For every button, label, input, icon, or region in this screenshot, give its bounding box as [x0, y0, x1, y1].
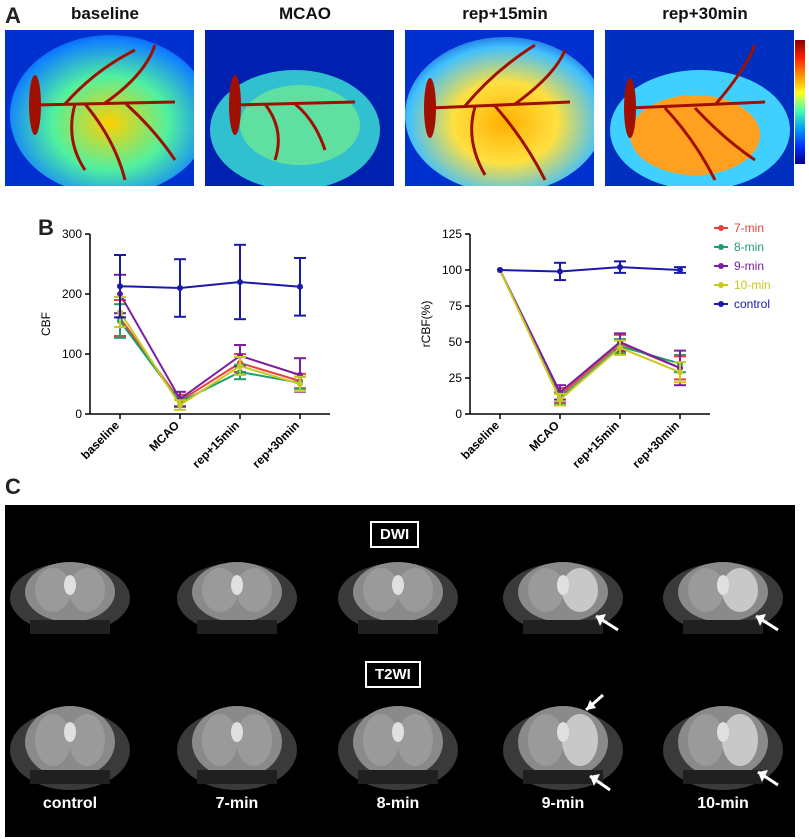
series-line-control [499, 266, 681, 273]
y-axis-label: rCBF(%) [419, 301, 433, 348]
t2wi-slice [5, 690, 135, 805]
data-point [497, 267, 503, 273]
lesion-arrow-icon [595, 614, 619, 632]
y-tick-label: 100 [442, 263, 462, 277]
laser-image-mcao [205, 30, 394, 186]
series-line-10-min [119, 311, 301, 407]
data-point [557, 396, 563, 403]
dwi-slice [333, 550, 463, 645]
data-point [677, 267, 683, 273]
legend-marker [718, 301, 724, 307]
y-axis-label: CBF [40, 312, 53, 336]
data-point [177, 285, 183, 291]
series-line-7-min [119, 317, 301, 403]
series-line-9-min [119, 293, 301, 401]
y-tick-label: 25 [449, 371, 463, 385]
x-tick-label: rep+30min [250, 418, 303, 471]
x-tick-label: MCAO [526, 418, 562, 454]
lesion-arrow-icon [585, 693, 604, 712]
laser-image-rep30 [605, 30, 794, 186]
dwi-slice [5, 550, 135, 645]
t2wi-label: T2WI [365, 661, 421, 688]
legend-marker [718, 282, 724, 288]
caption-8min: 8-min [376, 795, 420, 812]
y-tick-label: 0 [455, 407, 462, 421]
data-point [617, 264, 623, 271]
legend-marker [718, 225, 724, 231]
legend-label: 10-min [734, 278, 771, 292]
x-tick-label: MCAO [146, 418, 182, 454]
y-tick-label: 300 [62, 227, 82, 241]
data-point [297, 381, 303, 387]
dwi-label: DWI [370, 521, 420, 548]
laser-title-rep30: rep+30min [662, 4, 748, 23]
caption-9min: 9-min [541, 795, 585, 812]
laser-title-rep15: rep+15min [462, 4, 548, 23]
t2wi-slice [333, 690, 463, 805]
y-tick-label: 50 [449, 335, 463, 349]
series-line-control [119, 280, 301, 290]
x-tick-label: baseline [458, 418, 502, 462]
x-tick-label: rep+30min [630, 418, 683, 471]
data-point [237, 279, 243, 285]
laser-image-baseline [5, 30, 194, 186]
caption-7min: 7-min [215, 795, 259, 812]
data-point [237, 363, 243, 369]
legend-marker [718, 244, 724, 250]
x-tick-label: baseline [78, 418, 122, 462]
legend-label: 8-min [734, 240, 764, 254]
t2wi-slice [172, 690, 302, 805]
caption-control: control [42, 795, 98, 812]
series-line-7-min [499, 269, 681, 397]
legend-label: 9-min [734, 259, 764, 273]
laser-image-rep15 [405, 30, 594, 186]
series-line-9-min [499, 269, 681, 394]
series-line-10-min [499, 269, 681, 402]
y-tick-label: 100 [62, 347, 82, 361]
rcbf-chart: 0 25 50 75 100 125 baseline MCAO rep+15min rep+30… [419, 221, 771, 471]
lesion-arrow-icon [755, 614, 779, 632]
laser-title-baseline: baseline [70, 4, 140, 23]
data-point [677, 369, 683, 376]
dwi-slice [172, 550, 302, 645]
legend-label: 7-min [734, 221, 764, 235]
series-line-8-min [499, 269, 681, 400]
cbf-chart: 0 100 200 300 baseline MCAO rep+15min rep+30min… [40, 227, 330, 471]
data-point [297, 283, 303, 290]
y-tick-label: 75 [449, 299, 463, 313]
x-tick-label: rep+15min [570, 418, 623, 471]
t2wi-slice [498, 690, 628, 805]
y-tick-label: 0 [75, 407, 82, 421]
series-line-8-min [119, 320, 301, 404]
mri-panel: DWI T2WI [5, 505, 795, 837]
colorbar [795, 40, 805, 164]
t2wi-slice [658, 690, 788, 805]
y-tick-label: 125 [442, 227, 462, 241]
data-point [117, 283, 123, 290]
dwi-slice [658, 550, 788, 645]
panel-a-letter: A [5, 3, 21, 28]
legend-marker [718, 263, 724, 269]
legend-label: control [734, 297, 770, 311]
y-tick-label: 200 [62, 287, 82, 301]
dwi-slice [498, 550, 628, 645]
data-point [557, 268, 563, 275]
panel-b-letter: B [38, 215, 54, 240]
x-tick-label: rep+15min [190, 418, 243, 471]
caption-10min: 10-min [697, 795, 749, 812]
lesion-arrow-icon [589, 774, 611, 792]
data-point [617, 344, 623, 351]
lesion-arrow-icon [757, 770, 779, 787]
data-point [177, 402, 183, 408]
laser-title-mcao: MCAO [279, 4, 331, 23]
panel-c-letter: C [5, 474, 21, 499]
